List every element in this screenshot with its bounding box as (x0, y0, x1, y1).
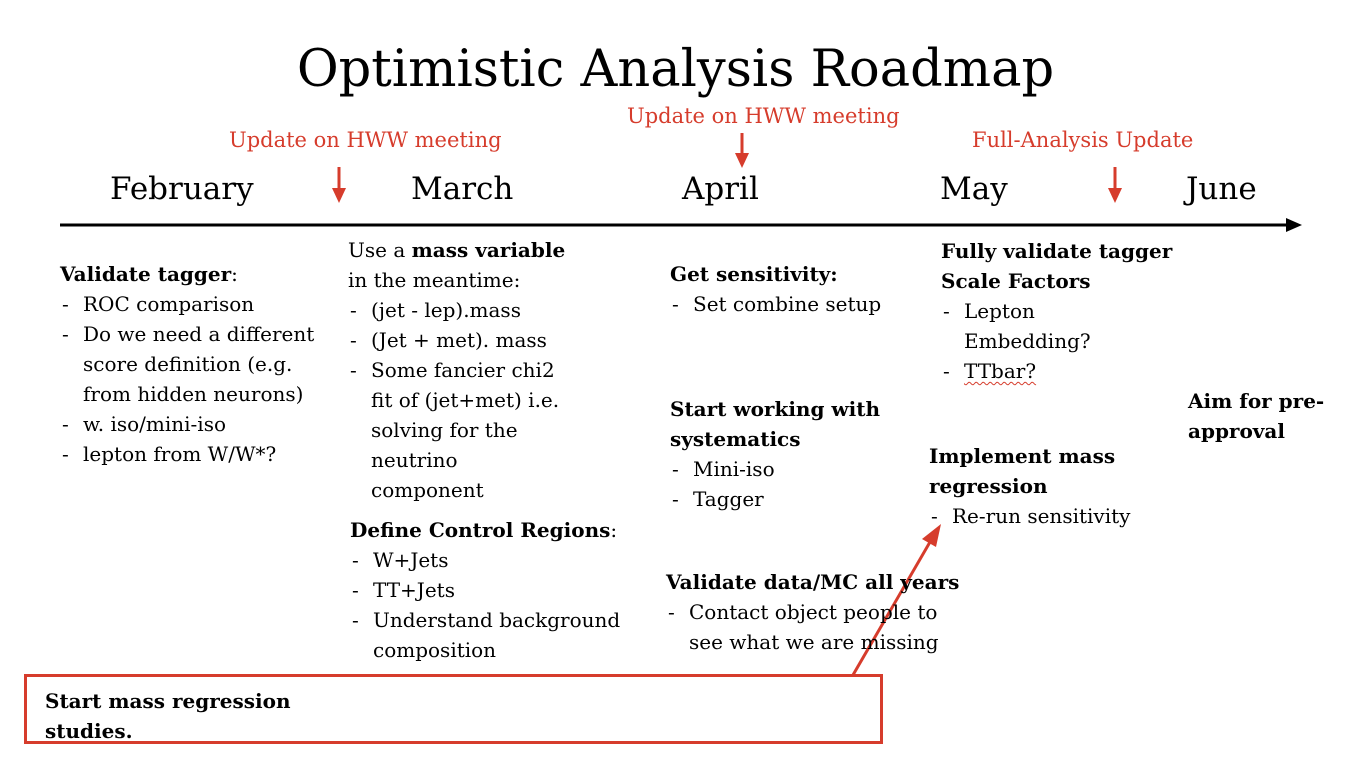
list-item: TTbar? (941, 356, 1172, 386)
february-column: Validate tagger: ROC comparison Do we ne… (60, 259, 314, 469)
pre-approval-goal: Aim for pre-approval (1188, 389, 1325, 443)
full-analysis-update-label: Full-Analysis Update (972, 128, 1194, 152)
list-item: w. iso/mini-iso (60, 409, 314, 439)
scale-factors-heading: Fully validate tagger Scale Factors (941, 239, 1173, 293)
list-item: Set combine setup (670, 289, 881, 319)
milestone-arrow-may (1108, 167, 1122, 203)
list-item: Tagger (670, 484, 880, 514)
list-item: lepton from W/W*? (60, 439, 314, 469)
update-hww-meeting-label-april: Update on HWW meeting (627, 104, 900, 128)
timeline-arrowhead (1286, 218, 1302, 232)
validate-tagger-heading: Validate tagger: (60, 262, 238, 286)
list-item: W+Jets (350, 545, 620, 575)
mass-variable-intro-line2: in the meantime: (348, 268, 521, 292)
april-validate-block: Validate data/MC all years Contact objec… (666, 567, 959, 657)
mass-regression-callout-box: Start mass regression studies. (24, 674, 883, 744)
march-mass-variable-block: Use a mass variable in the meantime: (je… (348, 235, 565, 505)
list-item: ROC comparison (60, 289, 314, 319)
list-item: Mini-iso (670, 454, 880, 484)
list-item: TT+Jets (350, 575, 620, 605)
mass-regression-heading: Implement mass regression (929, 444, 1116, 498)
april-sensitivity-block: Get sensitivity: Set combine setup (670, 259, 881, 319)
update-hww-meeting-label-february: Update on HWW meeting (229, 128, 502, 152)
june-block: Aim for pre-approval (1188, 386, 1324, 446)
month-april: April (682, 171, 759, 207)
list-item: (jet - lep).mass (348, 295, 565, 325)
list-item: Re-run sensitivity (929, 501, 1130, 531)
sensitivity-heading: Get sensitivity: (670, 262, 838, 286)
systematics-heading: Start working with systematics (670, 397, 881, 451)
control-regions-heading: Define Control Regions: (350, 518, 618, 542)
month-june: June (1186, 171, 1257, 207)
milestone-arrow-april (735, 133, 749, 168)
validate-data-mc-heading: Validate data/MC all years (666, 570, 960, 594)
mass-variable-intro: Use a mass variable (348, 238, 566, 262)
march-control-regions-block: Define Control Regions: W+Jets TT+Jets U… (350, 515, 620, 665)
month-march: March (411, 171, 514, 207)
page-title: Optimistic Analysis Roadmap (296, 40, 1055, 99)
list-item: (Jet + met). mass (348, 325, 565, 355)
milestone-arrow-february (332, 167, 346, 203)
callout-text: Start mass regression studies. (45, 689, 291, 743)
month-may: May (940, 171, 1008, 207)
month-february: February (110, 171, 254, 207)
